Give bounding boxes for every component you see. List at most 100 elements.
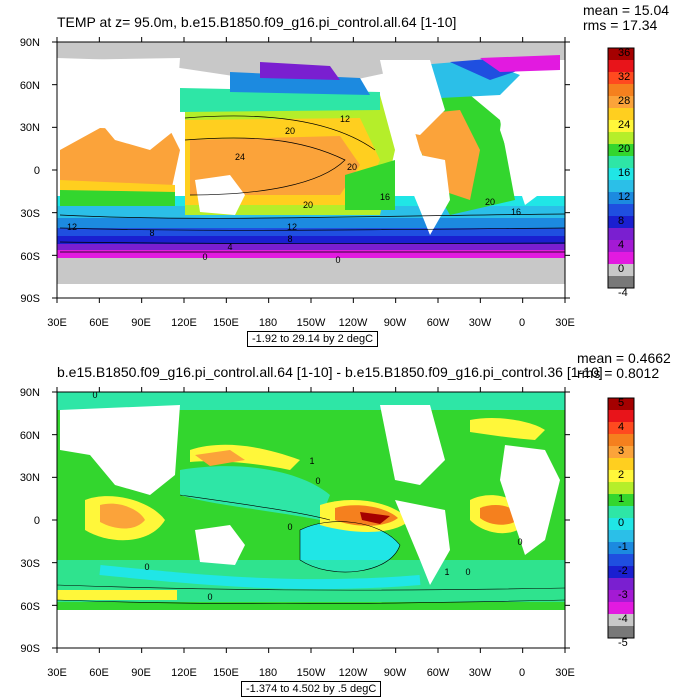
colorbar-swatch	[608, 482, 634, 495]
panel1-lon-labels: 30E 60E 90E 120E 150E 180 150W 120W 90W …	[47, 317, 575, 329]
panel2-antarctica-land	[57, 610, 565, 648]
contour-label: 12	[67, 222, 77, 232]
colorbar-label: 32	[618, 71, 630, 83]
lat-label: 60S	[20, 601, 40, 613]
colorbar-swatch	[608, 252, 634, 265]
colorbar-swatch	[608, 446, 634, 459]
colorbar-swatch	[608, 276, 634, 289]
colorbar-swatch	[608, 132, 634, 145]
colorbar-label: 36	[618, 47, 630, 59]
colorbar-swatch	[608, 168, 634, 181]
lon-label: 180	[259, 317, 277, 329]
panel2-rms: rms = 0.8012	[577, 365, 660, 381]
lat-label: 30N	[20, 472, 40, 484]
panel2-colorbar	[607, 397, 635, 639]
contour-label: 8	[287, 234, 292, 244]
colorbar-swatch	[608, 204, 634, 217]
panel2-contour-labels: 0 1 0 0 1 0 0 0 0	[92, 390, 522, 602]
colorbar-swatch	[608, 614, 634, 627]
panel1-map	[57, 42, 565, 298]
contour-label: 0	[207, 592, 212, 602]
colorbar-swatch	[608, 192, 634, 205]
panel2-contours	[57, 494, 565, 605]
lon-label: 30E	[555, 667, 575, 679]
contour-label: 4	[227, 242, 232, 252]
colorbar-label: 3	[618, 445, 624, 457]
lon-label: 30E	[47, 317, 67, 329]
panel2-australia-land	[195, 525, 245, 565]
colorbar-label: 4	[618, 421, 624, 433]
colorbar-frame	[607, 47, 635, 289]
colorbar-swatch	[608, 578, 634, 591]
lon-label: 180	[259, 667, 277, 679]
lon-label: 30E	[555, 317, 575, 329]
lat-label: 0	[34, 165, 40, 177]
contour-label: 20	[347, 162, 357, 172]
lon-label: 90E	[131, 667, 151, 679]
contour-label: 0	[202, 252, 207, 262]
contour-label: 24	[235, 152, 245, 162]
colorbar-label: 24	[618, 119, 630, 131]
contour-label: 0	[517, 537, 522, 547]
lat-label: 90N	[20, 387, 40, 399]
colorbar-swatch	[608, 72, 634, 85]
panel2-mean: mean = 0.4662	[577, 350, 671, 366]
colorbar-label: 0	[618, 263, 624, 275]
lon-label: 150W	[297, 667, 326, 679]
panel1-rms: rms = 17.34	[583, 17, 658, 33]
colorbar-swatch	[608, 626, 634, 639]
colorbar-label: -2	[618, 565, 628, 577]
panel1-mean: mean = 15.04	[583, 2, 670, 18]
contour-label: 16	[380, 192, 390, 202]
colorbar-label: 5	[618, 397, 624, 409]
lon-label: 0	[519, 317, 525, 329]
colorbar-swatch	[608, 566, 634, 579]
colorbar-swatch	[608, 144, 634, 157]
colorbar-swatch	[608, 108, 634, 121]
panel2-map	[57, 392, 565, 648]
contour-label: 12	[340, 114, 350, 124]
colorbar-label: 16	[618, 167, 630, 179]
colorbar-label: 0	[618, 517, 624, 529]
colorbar-swatch	[608, 398, 634, 411]
panel1-australia-land	[195, 175, 245, 215]
colorbar-swatch	[608, 228, 634, 241]
colorbar-swatch	[608, 458, 634, 471]
panel2-lat-labels: 90N 60N 30N 0 30S 60S 90S	[20, 387, 40, 655]
panel2-asia-land	[60, 405, 180, 495]
colorbar-label: -4	[618, 613, 628, 625]
panel1-lat-labels: 90N 60N 30N 0 30S 60S 90S	[20, 37, 40, 305]
panel1-colorbar	[607, 47, 635, 289]
colorbar-label: 1	[618, 493, 624, 505]
lon-label: 60E	[89, 317, 109, 329]
lat-label: 60N	[20, 80, 40, 92]
lat-label: 30S	[20, 558, 40, 570]
panel2-range-label: -1.374 to 4.502 by .5 degC	[241, 681, 382, 697]
lon-label: 120E	[171, 667, 197, 679]
colorbar-frame	[607, 397, 635, 639]
colorbar-label: -5	[618, 637, 628, 649]
contour-label: 8	[149, 228, 154, 238]
contour-label: 0	[92, 390, 97, 400]
colorbar-swatch	[608, 410, 634, 423]
lat-label: 90S	[20, 643, 40, 655]
lat-label: 30N	[20, 122, 40, 134]
colorbar-swatch	[608, 542, 634, 555]
panel2-africa-land	[500, 445, 560, 555]
lon-label: 120E	[171, 317, 197, 329]
colorbar-swatch	[608, 602, 634, 615]
panel2-colorbar-labels: 5 4 3 2 1 0 -1 -2 -3 -4 -5	[618, 397, 628, 649]
lon-label: 90W	[384, 317, 407, 329]
contour-label: 20	[303, 200, 313, 210]
colorbar-swatch	[608, 60, 634, 73]
lon-label: 120W	[339, 317, 368, 329]
colorbar-swatch	[608, 590, 634, 603]
colorbar-swatch	[608, 96, 634, 109]
colorbar-swatch	[608, 84, 634, 97]
panel1-south-america-land	[395, 150, 450, 235]
panel1-title: TEMP at z= 95.0m, b.e15.B1850.f09_g16.pi…	[57, 14, 457, 30]
lon-label: 30W	[469, 317, 492, 329]
colorbar-swatch	[608, 180, 634, 193]
colorbar-swatch	[608, 422, 634, 435]
